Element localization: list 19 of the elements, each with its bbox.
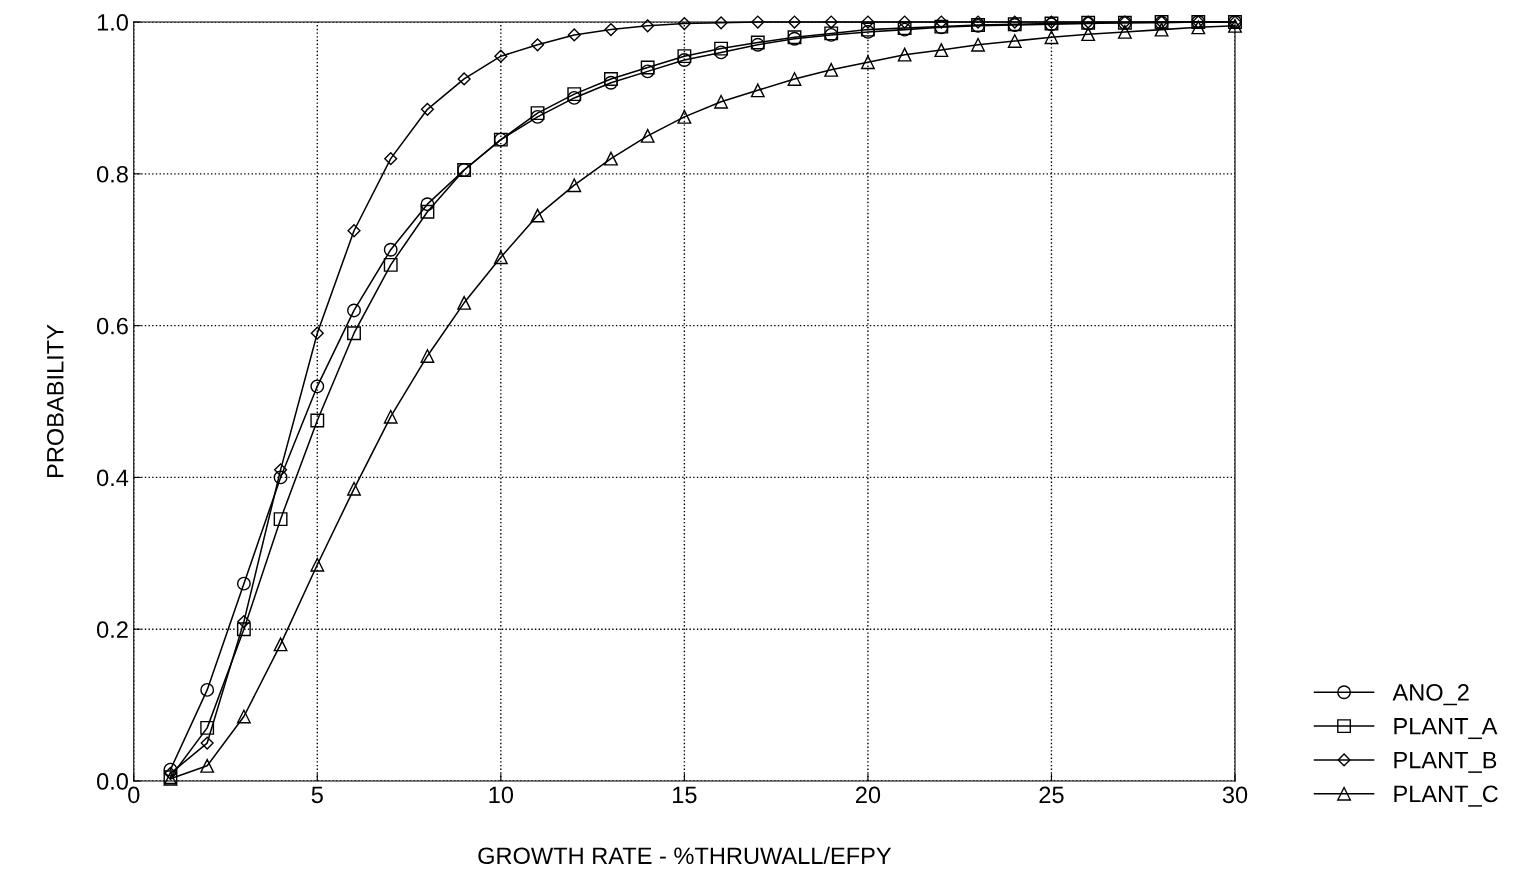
x-tick-label: 20 [855,786,881,804]
x-tick-label: 30 [1222,786,1248,804]
legend-label: PLANT_A [1394,718,1498,740]
y-tick-label: 0.6 [97,317,128,335]
y-tick-label: 0.2 [97,621,128,638]
x-tick-label: 25 [1039,786,1064,804]
x-tick-label: 15 [673,786,697,804]
x-tick-label: 5 [311,786,323,804]
legend-label: PLANT_B [1394,751,1497,773]
x-tick-label: 0 [128,786,140,804]
y-tick-label: 0.8 [97,165,128,183]
y-tick-label: 1.0 [97,14,128,31]
legend-label: PLANT_C [1394,785,1498,807]
x-tick-label: 10 [489,786,514,804]
x-axis-title: GROWTH RATE - %THRUWALL/EFPY [478,846,892,865]
y-axis-title: PROBABILITY [46,324,64,477]
legend-label: ANO_2 [1392,684,1469,706]
y-tick-label: 0.4 [97,469,129,487]
y-tick-label: 0.0 [97,773,128,790]
